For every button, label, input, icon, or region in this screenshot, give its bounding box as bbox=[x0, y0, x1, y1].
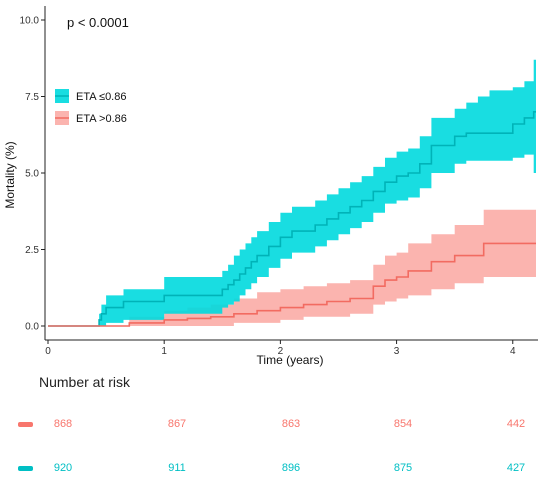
series-line-0 bbox=[48, 111, 536, 327]
km-chart: 0 1 2 3 4 0.0 2.5 5.0 7.5 10.0 p < 0.0001 ETA ≤0.… bbox=[3, 6, 538, 367]
legend-label-0: ETA ≤0.86 bbox=[76, 91, 126, 103]
risk-table-title: Number at risk bbox=[39, 374, 131, 390]
x-tick-label-3: 3 bbox=[394, 346, 400, 357]
risk-value: 868 bbox=[53, 418, 73, 430]
risk-value: 875 bbox=[393, 462, 413, 474]
ci-band-1 bbox=[48, 209, 536, 326]
risk-value: 920 bbox=[53, 462, 73, 474]
p-value-annotation: p < 0.0001 bbox=[67, 15, 129, 30]
x-tick-label-1: 1 bbox=[161, 346, 167, 357]
risk-value: 854 bbox=[393, 418, 413, 430]
y-tick-label-4: 10.0 bbox=[20, 16, 40, 27]
risk-value: 911 bbox=[168, 462, 186, 474]
risk-value: 867 bbox=[167, 418, 187, 430]
y-tick-label-2: 5.0 bbox=[25, 169, 39, 180]
legend: ETA ≤0.86 ETA >0.86 bbox=[55, 89, 127, 125]
y-tick-label-3: 7.5 bbox=[25, 92, 39, 103]
risk-swatch-0 bbox=[18, 422, 33, 427]
risk-value: 427 bbox=[506, 462, 526, 474]
risk-row-0: 868 867 863 854 442 bbox=[0, 415, 550, 435]
risk-value: 442 bbox=[506, 418, 526, 430]
risk-row-1: 920 911 896 875 427 bbox=[0, 459, 550, 479]
risk-value: 896 bbox=[281, 462, 301, 474]
x-tick-label-0: 0 bbox=[45, 346, 51, 357]
x-tick-label-4: 4 bbox=[510, 346, 516, 357]
series-line-1 bbox=[48, 242, 536, 327]
y-tick-label-1: 2.5 bbox=[25, 245, 39, 256]
x-axis-label: Time (years) bbox=[257, 353, 324, 367]
y-axis-label: Mortality (%) bbox=[3, 141, 17, 208]
risk-swatch-1 bbox=[18, 466, 33, 471]
legend-label-1: ETA >0.86 bbox=[76, 113, 127, 125]
y-tick-label-0: 0.0 bbox=[25, 322, 39, 333]
risk-value: 863 bbox=[281, 418, 301, 430]
x-tick-label-2: 2 bbox=[278, 346, 284, 357]
